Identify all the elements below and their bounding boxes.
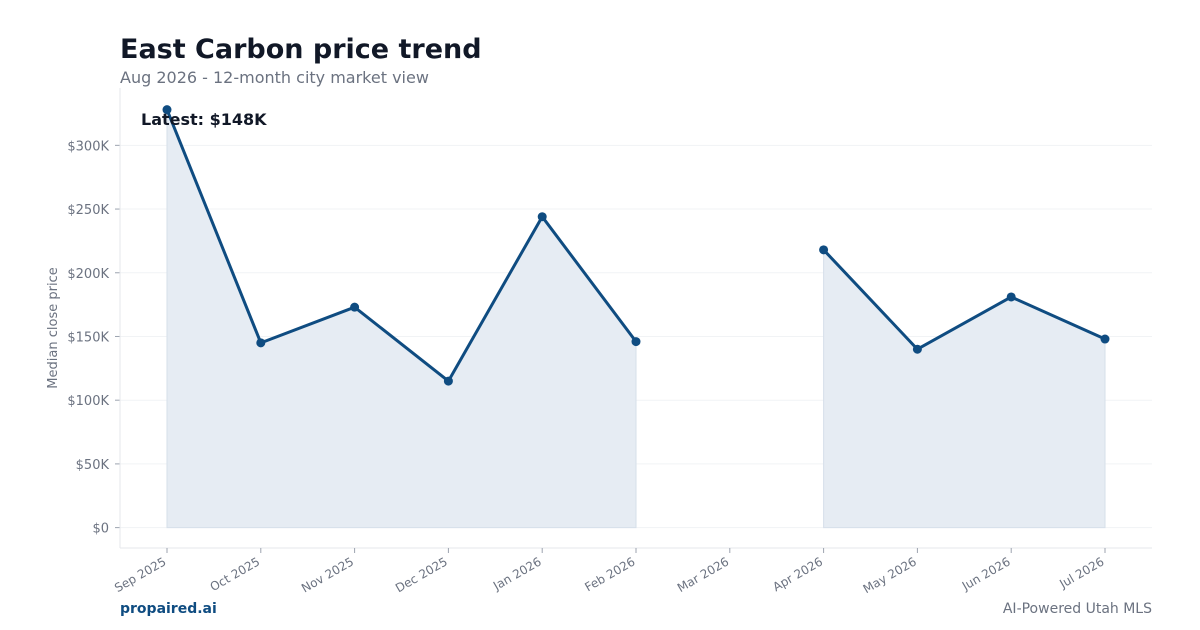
x-tick-label: Oct 2025: [208, 554, 263, 594]
data-point: [631, 337, 641, 347]
y-axis-label: Median close price: [46, 267, 61, 388]
data-point: [1100, 334, 1110, 344]
x-tick-label: Feb 2026: [582, 554, 637, 594]
data-point: [537, 212, 547, 222]
series-line-segment: [822, 248, 1107, 351]
x-tick-label: Apr 2026: [770, 554, 825, 594]
chart-subtitle: Aug 2026 - 12-month city market view: [120, 68, 429, 87]
data-point: [443, 376, 453, 386]
data-point: [912, 344, 922, 354]
area-fill-segment: [166, 109, 637, 529]
y-tick-label: $100K: [67, 394, 109, 409]
series-line-segment: [165, 108, 638, 383]
data-point: [256, 338, 266, 348]
y-tick-label: $200K: [67, 267, 109, 282]
latest-value-annotation: Latest: $148K: [141, 110, 267, 129]
x-tick-label: May 2026: [861, 554, 919, 596]
x-tick-label: Mar 2026: [675, 554, 731, 595]
data-point: [1006, 292, 1016, 302]
x-tick-label: Jun 2026: [959, 554, 1013, 593]
data-point: [350, 302, 360, 312]
x-tick-label: Jul 2026: [1056, 554, 1106, 591]
brand-logo-text: propaired.ai: [120, 601, 217, 617]
x-tick-label: Dec 2025: [393, 554, 450, 595]
chart-title: East Carbon price trend: [120, 34, 482, 65]
x-tick-label: Nov 2025: [299, 554, 356, 595]
footer-tagline: AI-Powered Utah MLS: [1002, 601, 1152, 617]
y-tick-label: $0: [92, 522, 109, 537]
area-fill-segment: [823, 248, 1106, 529]
y-tick-label: $50K: [76, 458, 110, 473]
y-tick-label: $250K: [67, 203, 109, 218]
data-point: [162, 105, 172, 115]
x-tick-label: Jan 2026: [490, 554, 544, 593]
y-tick-label: $150K: [67, 330, 109, 345]
y-tick-label: $300K: [67, 139, 109, 154]
data-point: [819, 245, 829, 255]
x-tick-label: Sep 2025: [112, 554, 168, 595]
